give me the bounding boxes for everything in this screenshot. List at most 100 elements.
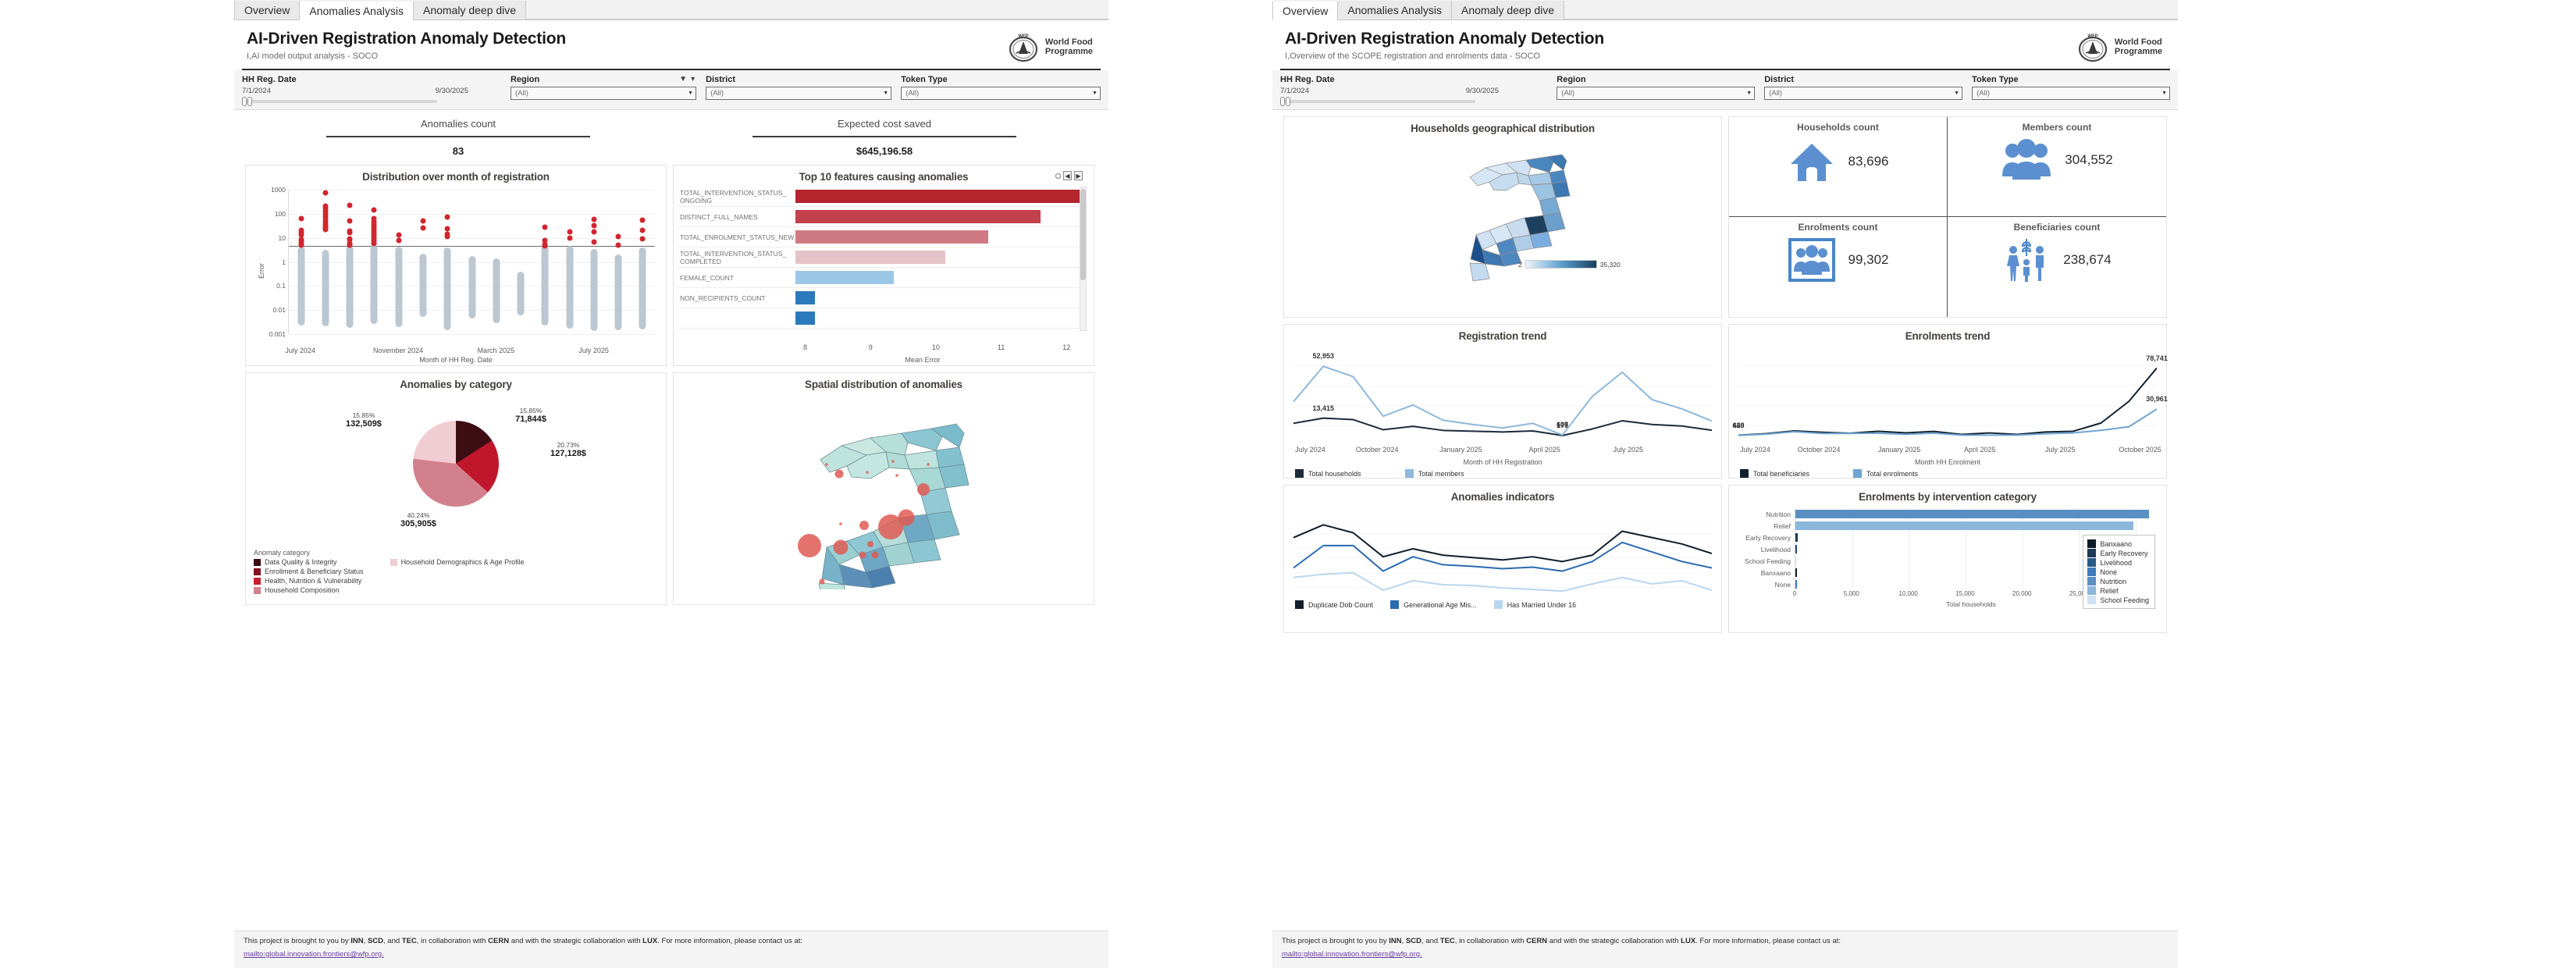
scatter-anomaly-point[interactable] <box>542 237 548 244</box>
token-type-select[interactable]: (All) ▼ <box>901 87 1101 100</box>
scatter-anomaly-point[interactable] <box>615 242 621 248</box>
feature-bar[interactable] <box>795 270 894 285</box>
anomalies-pie-chart[interactable]: 15.85% 132,509$ 15.85% 71,844$ 20.73% 12… <box>246 393 666 549</box>
region-chevron-down-icon[interactable]: ▼ <box>688 91 694 96</box>
scatter-anomaly-point[interactable] <box>444 233 450 240</box>
region-filter[interactable]: Region ▼ ▾ (All) ▼ <box>510 75 697 100</box>
legend-item[interactable]: Enrollment & Beneficiary Status <box>254 568 364 575</box>
feature-row[interactable]: NON_RECIPIENTS_COUNT <box>677 288 1080 308</box>
enrolments-trend-plot[interactable]: 78,741 30,961 620 443 <box>1732 346 2168 446</box>
footer-contact-link[interactable]: mailto:global.innovation.frontiers@wfp.o… <box>1282 950 1422 959</box>
trend-line[interactable] <box>1293 543 1712 571</box>
scatter-anomaly-point[interactable] <box>298 242 304 248</box>
scatter-anomaly-point[interactable] <box>420 218 426 224</box>
token-type-chevron-down-icon[interactable]: ▼ <box>1092 91 1098 96</box>
tab-anomalies-analysis[interactable]: Anomalies Analysis <box>300 2 414 20</box>
district-select[interactable]: (All) ▼ <box>1764 87 1963 100</box>
legend-item[interactable]: None <box>2087 568 2149 576</box>
scatter-normal-column[interactable] <box>370 244 378 325</box>
footer-contact-link[interactable]: mailto:global.innovation.frontiers@wfp.o… <box>244 950 384 959</box>
chart-toolbar[interactable]: ◀ ▶ <box>1055 171 1083 180</box>
region-select[interactable]: (All) ▼ <box>1557 87 1756 100</box>
district-chevron-down-icon[interactable]: ▼ <box>1954 91 1960 96</box>
distribution-scatter-plot[interactable]: Error 1000 100 10 1 0.1 0.01 0.001 July 2024 No… <box>252 186 660 354</box>
intervention-bar-chart[interactable]: Nutrition Relief Early Recovery Livelihood S… <box>1734 508 2158 609</box>
feature-row[interactable]: TOTAL_INTERVENTION_STATUS_ ONGOING <box>677 187 1080 207</box>
legend-total-beneficiaries[interactable]: Total beneficiaries <box>1740 469 1809 478</box>
region-chevron-down-icon[interactable]: ▼ <box>1746 91 1752 96</box>
tab-anomalies-analysis[interactable]: Anomalies Analysis <box>1338 1 1452 20</box>
tab-anomaly-deep-dive[interactable]: Anomaly deep dive <box>1451 1 1565 20</box>
scatter-anomaly-point[interactable] <box>371 240 377 247</box>
chevron-down-icon[interactable]: ▾ <box>691 75 696 84</box>
scatter-anomaly-point[interactable] <box>567 235 573 241</box>
anomalies-indicators-plot[interactable] <box>1293 507 1712 599</box>
households-geo-map[interactable]: 2 35,320 <box>1284 137 1721 308</box>
trend-line[interactable] <box>1293 573 1712 592</box>
scatter-normal-column[interactable] <box>443 247 451 330</box>
intervention-bar[interactable] <box>1795 579 1798 589</box>
legend-item[interactable]: Health, Nutrition & Vulnerability <box>254 577 364 585</box>
scatter-anomaly-point[interactable] <box>567 229 573 235</box>
intervention-bar[interactable] <box>1795 544 1798 554</box>
scatter-plot-area[interactable]: 1000 100 10 1 0.1 0.01 0.001 <box>269 186 655 338</box>
legend-item[interactable]: School Feeding <box>2087 596 2149 604</box>
legend-total-enrolments[interactable]: Total enrolments <box>1853 469 1918 478</box>
intervention-row[interactable]: Nutrition <box>1734 508 2158 520</box>
feature-bar[interactable] <box>795 290 816 305</box>
trend-line[interactable] <box>1293 525 1712 561</box>
tab-overview[interactable]: Overview <box>1272 2 1339 20</box>
legend-item[interactable]: Livelihood <box>2087 558 2149 567</box>
legend-item[interactable]: Data Quality & Integrity <box>254 558 364 566</box>
intervention-bar[interactable] <box>1795 532 1799 543</box>
top-features-chart[interactable]: ◀ ▶ TOTAL_INTERVENTION_STATUS_ ONGOING DIS… <box>677 171 1087 354</box>
district-filter[interactable]: District (All) ▼ <box>706 75 892 100</box>
token-type-filter[interactable]: Token Type (All) ▼ <box>901 75 1101 100</box>
scatter-anomaly-point[interactable] <box>420 225 426 231</box>
trend-line[interactable] <box>1738 409 2157 436</box>
scatter-anomaly-point[interactable] <box>322 226 329 233</box>
tab-anomaly-deep-dive[interactable]: Anomaly deep dive <box>413 1 527 20</box>
feature-bar[interactable] <box>795 311 816 326</box>
scatter-anomaly-point[interactable] <box>639 227 646 233</box>
scatter-anomaly-point[interactable] <box>347 218 353 224</box>
scatter-anomaly-point[interactable] <box>591 222 597 229</box>
legend-item[interactable]: Nutrition <box>2087 577 2149 585</box>
scatter-anomaly-point[interactable] <box>347 237 353 243</box>
scatter-anomaly-point[interactable] <box>371 207 377 213</box>
slider-knob-start[interactable] <box>242 97 247 106</box>
trend-line[interactable] <box>1293 418 1712 436</box>
scatter-anomaly-point[interactable] <box>396 237 402 244</box>
scatter-anomaly-point[interactable] <box>591 229 597 235</box>
legend-item[interactable]: Relief <box>2087 586 2149 595</box>
scatter-anomaly-point[interactable] <box>396 232 402 238</box>
legend-item[interactable]: Early Recovery <box>2087 549 2149 557</box>
legend-item[interactable]: Household Demographics & Age Profile <box>390 558 525 566</box>
scatter-anomaly-point[interactable] <box>347 242 353 248</box>
spatial-anomalies-map[interactable] <box>674 393 1094 609</box>
next-arrow-icon[interactable]: ▶ <box>1074 171 1083 180</box>
feature-row[interactable]: DISTINCT_FULL_NAMES <box>677 207 1080 227</box>
scatter-normal-column[interactable] <box>614 254 622 331</box>
intervention-bar[interactable] <box>1795 509 2150 519</box>
funnel-icon[interactable]: ▼ <box>679 75 688 84</box>
scatter-anomaly-point[interactable] <box>347 202 353 208</box>
scatter-anomaly-point[interactable] <box>322 206 329 212</box>
hh-reg-date-filter[interactable]: HH Reg. Date 7/1/2024 9/30/2025 <box>242 75 511 106</box>
scatter-anomaly-point[interactable] <box>591 216 597 222</box>
feature-bar[interactable] <box>795 230 988 244</box>
prev-arrow-icon[interactable]: ◀ <box>1063 171 1072 180</box>
scatter-anomaly-point[interactable] <box>322 214 329 220</box>
feature-bar-list[interactable]: TOTAL_INTERVENTION_STATUS_ ONGOING DISTINC… <box>677 187 1080 331</box>
scatter-normal-column[interactable] <box>419 253 427 318</box>
scatter-anomaly-point[interactable] <box>591 239 597 245</box>
legend-has-married-under-16[interactable]: Has Married Under 16 <box>1493 600 1576 609</box>
pie-legend-column-1[interactable]: Data Quality & Integrity Enrollment & Ben… <box>254 558 364 594</box>
intervention-row[interactable]: Relief <box>1734 520 2158 532</box>
slider-knob-end[interactable] <box>1286 97 1290 106</box>
scatter-normal-column[interactable] <box>346 246 354 329</box>
feature-row[interactable]: TOTAL_ENROLMENT_STATUS_NEW <box>677 227 1080 247</box>
scatter-anomaly-point[interactable] <box>347 230 353 236</box>
circle-icon[interactable] <box>1055 173 1061 179</box>
scatter-normal-column[interactable] <box>517 272 525 315</box>
